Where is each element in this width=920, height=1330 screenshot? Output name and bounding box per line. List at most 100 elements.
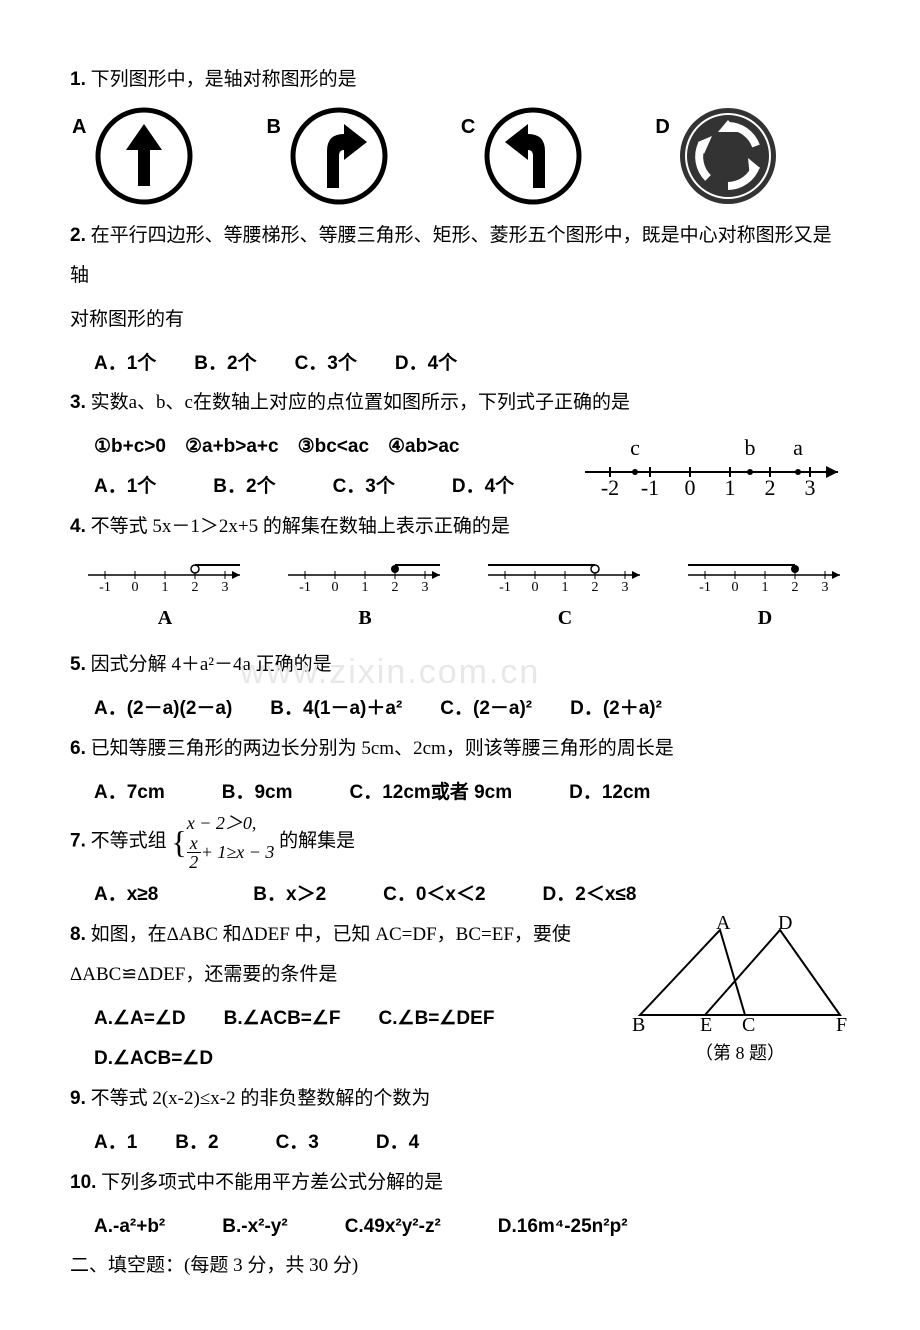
q1-label-a: A	[72, 106, 86, 148]
svg-text:1: 1	[562, 580, 569, 595]
qtext: 不等式 2(x-2)≤x-2 的非负整数解的个数为	[91, 1088, 431, 1109]
svg-text:2: 2	[592, 580, 599, 595]
qnum: 10.	[70, 1172, 96, 1193]
q2-opts: A．1个 B．2个 C．3个 D．4个	[70, 344, 850, 384]
sign-roundabout-icon	[678, 106, 778, 206]
svg-text:2: 2	[392, 580, 399, 595]
sys-line2-rest: + 1≥x − 3	[201, 842, 275, 864]
q9-opts: A．1 B．2 C．3 D．4	[70, 1123, 618, 1163]
q7-opts: A．x≥8 B．x＞2 C．0＜x＜2 D．2＜x≤8	[70, 875, 850, 915]
svg-text:D: D	[778, 915, 792, 934]
svg-text:3: 3	[222, 580, 229, 595]
qnum: 7.	[70, 830, 86, 851]
numberline-c-icon: -1 0 1 2 3	[480, 555, 650, 595]
svg-text:0: 0	[732, 580, 739, 595]
q1-icons-row: A B C D	[70, 106, 850, 206]
q4-c-label: C	[558, 597, 572, 639]
sign-left-turn-icon	[483, 106, 583, 206]
numberline-d-icon: -1 0 1 2 3	[680, 555, 850, 595]
svg-text:2: 2	[765, 475, 776, 500]
q3-opts: A．1个 B．2个 C．3个 D．4个	[70, 467, 570, 507]
question-9: 9. 不等式 2(x-2)≤x-2 的非负整数解的个数为	[70, 1079, 618, 1119]
svg-text:2: 2	[192, 580, 199, 595]
svg-text:3: 3	[422, 580, 429, 595]
svg-text:-2: -2	[601, 475, 619, 500]
q4-a-label: A	[158, 597, 172, 639]
qnum: 2.	[70, 225, 86, 246]
qtext-post: 的解集是	[279, 830, 355, 851]
qnum: 9.	[70, 1088, 86, 1109]
svg-text:3: 3	[805, 475, 816, 500]
q6-opts: A．7cm B．9cm C．12cm或者 9cm D．12cm	[70, 773, 850, 813]
svg-text:3: 3	[822, 580, 829, 595]
qnum: 6.	[70, 738, 86, 759]
svg-text:1: 1	[762, 580, 769, 595]
q4-b-label: B	[358, 597, 371, 639]
q5-opts: A．(2－a)(2－a) B．4(1－a)＋a² C．(2－a)² D．(2＋a…	[70, 689, 850, 729]
svg-text:-1: -1	[299, 580, 311, 595]
question-1: 1. 下列图形中，是轴对称图形的是	[70, 60, 850, 100]
qnum: 5.	[70, 654, 86, 675]
qnum: 8.	[70, 924, 86, 945]
q3-statements: ①b+c>0 ②a+b>a+c ③bc<ac ④ab>ac	[70, 427, 570, 467]
q8-opts: A.∠A=∠D B.∠ACB=∠F C.∠B=∠DEF D.∠ACB=∠D	[70, 999, 618, 1079]
svg-text:1: 1	[725, 475, 736, 500]
qtext: 实数a、b、c在数轴上对应的点位置如图所示，下列式子正确的是	[91, 392, 630, 413]
section-2-heading: 二、填空题：(每题 3 分，共 30 分)	[70, 1246, 850, 1286]
svg-text:3: 3	[622, 580, 629, 595]
q10-opts: A.-a²+b² B.-x²-y² C.49x²y²-z² D.16m⁴-25n…	[70, 1207, 850, 1247]
svg-text:-1: -1	[699, 580, 711, 595]
svg-text:-1: -1	[99, 580, 111, 595]
qtext-l1: 在平行四边形、等腰梯形、等腰三角形、矩形、菱形五个图形中，既是中心对称图形又是轴	[70, 225, 832, 286]
q4-d-label: D	[758, 597, 772, 639]
q1-label-d: D	[655, 106, 669, 148]
question-7: 7. 不等式组 { x − 2＞0, x2 + 1≥x − 3 的解集是	[70, 813, 850, 872]
svg-text:E: E	[700, 1014, 712, 1035]
sys-line1: x − 2＞0,	[187, 813, 275, 835]
svg-text:0: 0	[132, 580, 139, 595]
question-10: 10. 下列多项式中不能用平方差公式分解的是	[70, 1163, 618, 1203]
svg-text:2: 2	[792, 580, 799, 595]
question-8: 8. 如图，在ΔABC 和ΔDEF 中，已知 AC=DF，BC=EF，要使ΔAB…	[70, 915, 618, 995]
qnum: 1.	[70, 69, 86, 90]
qtext: 下列多项式中不能用平方差公式分解的是	[101, 1172, 443, 1193]
numberline-b-icon: -1 0 1 2 3	[280, 555, 450, 595]
svg-text:b: b	[745, 435, 756, 460]
question-4: 4. 不等式 5x－1＞2x+5 的解集在数轴上表示正确的是	[70, 507, 850, 547]
svg-text:0: 0	[685, 475, 696, 500]
question-6: 6. 已知等腰三角形的两边长分别为 5cm、2cm，则该等腰三角形的周长是	[70, 729, 850, 769]
q2-line2: 对称图形的有	[70, 300, 850, 340]
qtext: 已知等腰三角形的两边长分别为 5cm、2cm，则该等腰三角形的周长是	[91, 738, 674, 759]
svg-text:c: c	[630, 435, 640, 460]
qtext: 不等式 5x－1＞2x+5 的解集在数轴上表示正确的是	[91, 516, 510, 537]
svg-text:F: F	[836, 1014, 847, 1035]
qtext: 下列图形中，是轴对称图形的是	[91, 69, 357, 90]
system-brace-icon: { x − 2＞0, x2 + 1≥x − 3	[171, 813, 274, 872]
qtext: 因式分解 4＋a²－4a 正确的是	[91, 654, 332, 675]
qnum: 4.	[70, 516, 86, 537]
qnum: 3.	[70, 392, 86, 413]
svg-text:a: a	[793, 435, 803, 460]
q1-label-c: C	[461, 106, 475, 148]
question-2: 2. 在平行四边形、等腰梯形、等腰三角形、矩形、菱形五个图形中，既是中心对称图形…	[70, 216, 850, 296]
q8-caption: （第 8 题）	[695, 1035, 785, 1073]
qtext-pre: 不等式组	[91, 830, 167, 851]
q4-options-row: -1 0 1 2 3 A -1 0 1 2 3 B -1 0 1 2 3 C	[80, 555, 850, 639]
svg-text:0: 0	[332, 580, 339, 595]
question-3: 3. 实数a、b、c在数轴上对应的点位置如图所示，下列式子正确的是	[70, 383, 850, 423]
q1-label-b: B	[266, 106, 280, 148]
numberline-a-icon: -1 0 1 2 3	[80, 555, 250, 595]
sign-up-arrow-icon	[94, 106, 194, 206]
svg-text:-1: -1	[499, 580, 511, 595]
question-5: 5. 因式分解 4＋a²－4a 正确的是	[70, 645, 850, 685]
svg-text:0: 0	[532, 580, 539, 595]
number-line-abc-icon: c b a -2 -1 0 1 2 3	[580, 427, 850, 507]
svg-text:-1: -1	[641, 475, 659, 500]
svg-text:1: 1	[162, 580, 169, 595]
svg-text:A: A	[716, 915, 731, 934]
svg-text:1: 1	[362, 580, 369, 595]
sign-right-turn-icon	[289, 106, 389, 206]
svg-text:C: C	[742, 1014, 755, 1035]
svg-text:B: B	[632, 1014, 645, 1035]
triangles-abc-def-icon: A D B E C F	[630, 915, 850, 1035]
